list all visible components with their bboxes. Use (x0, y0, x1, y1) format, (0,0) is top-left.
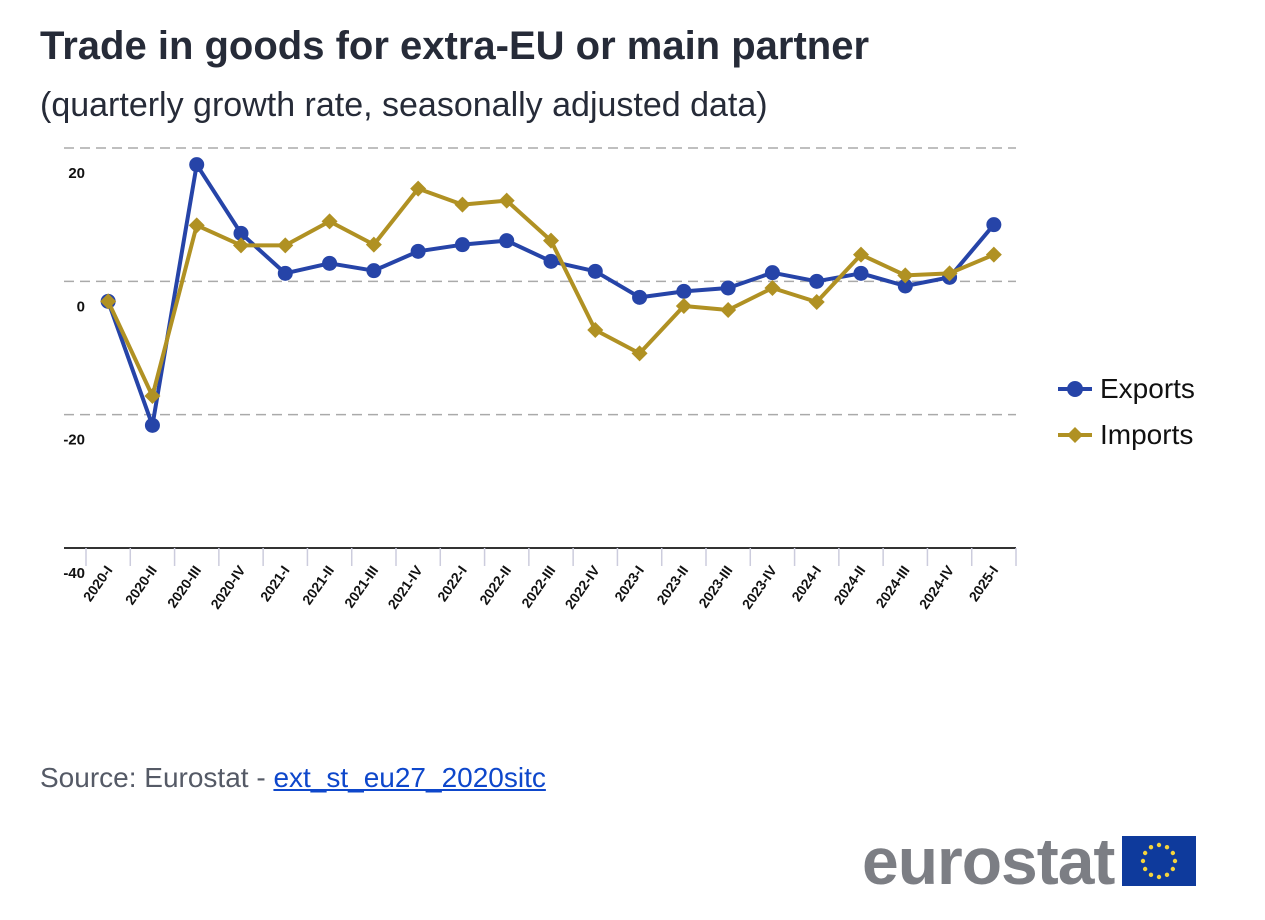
data-point-exports (587, 263, 603, 279)
data-point-imports (720, 302, 737, 318)
y-tick-label: 0 (77, 298, 85, 315)
data-point-imports (764, 280, 781, 296)
data-point-imports (985, 246, 1002, 263)
x-tick-label: 2022-IV (562, 562, 604, 612)
series-line-imports (106, 186, 995, 398)
x-tick-label: 2020-III (164, 563, 204, 611)
data-point-imports (808, 294, 825, 310)
x-tick-label: 2024-III (872, 563, 912, 611)
data-point-imports (410, 180, 427, 197)
chart-subtitle: (quarterly growth rate, seasonally adjus… (40, 86, 768, 124)
data-point-exports (543, 253, 559, 269)
star (1143, 850, 1148, 856)
data-point-exports (454, 237, 470, 253)
data-point-imports (454, 196, 471, 213)
data-point-exports (366, 263, 382, 279)
data-point-exports (809, 273, 825, 289)
legend-label-imports: Imports (1100, 419, 1194, 450)
star (1141, 858, 1146, 864)
x-tick-label: 2022-II (476, 563, 514, 608)
data-point-exports (277, 265, 293, 281)
legend: Exports Imports (1058, 366, 1195, 458)
star (1149, 844, 1154, 850)
x-tick-label: 2020-I (80, 563, 116, 605)
x-tick-label: 2024-IV (916, 562, 958, 612)
data-point-imports (675, 298, 692, 314)
star (1171, 866, 1176, 872)
data-point-imports (188, 217, 205, 234)
data-point-imports (321, 213, 338, 230)
eurostat-logo: eurostat (862, 824, 1197, 898)
data-point-imports (631, 345, 648, 362)
data-point-imports (277, 237, 294, 254)
star (1173, 858, 1178, 864)
x-tick-label: 2025-I (965, 563, 1001, 605)
star (1149, 872, 1154, 878)
data-point-exports (764, 265, 780, 281)
x-tick-label: 2021-I (257, 563, 293, 605)
data-point-exports (897, 278, 913, 294)
star (1157, 874, 1162, 880)
data-point-exports (189, 157, 205, 173)
source-note: Source: Eurostat - ext_st_eu27_2020sitc (40, 762, 546, 794)
star (1171, 850, 1176, 856)
star (1165, 872, 1170, 878)
x-tick-label: 2022-I (434, 563, 470, 605)
y-tick-label: 20 (68, 165, 85, 182)
x-tick-label: 2022-III (518, 563, 558, 611)
diamond-marker-icon (1058, 427, 1092, 443)
data-point-exports (322, 255, 338, 271)
source-prefix: Source: Eurostat - (40, 762, 274, 793)
y-tick-label: -20 (63, 432, 85, 449)
logo-text: eurostat (862, 824, 1115, 898)
eu-flag-icon (1122, 836, 1197, 886)
x-tick-label: 2023-III (695, 563, 735, 611)
x-tick-label: 2020-IV (207, 562, 249, 612)
x-tick-label: 2024-II (830, 563, 868, 608)
data-point-exports (499, 233, 515, 249)
star (1165, 844, 1170, 850)
data-point-exports (144, 417, 160, 433)
x-tick-label: 2021-IV (384, 562, 426, 612)
data-point-exports (676, 283, 692, 299)
legend-item-imports[interactable]: Imports (1058, 412, 1195, 458)
y-tick-label: -40 (63, 565, 85, 582)
data-point-exports (632, 289, 648, 305)
x-tick-label: 2020-II (122, 563, 160, 608)
data-point-exports (853, 265, 869, 281)
data-point-imports (897, 267, 914, 284)
x-tick-label: 2021-III (341, 563, 381, 611)
data-point-imports (941, 265, 958, 282)
data-point-imports (853, 246, 869, 263)
x-tick-label: 2024-I (788, 563, 824, 605)
x-tick-label: 2023-IV (739, 562, 781, 612)
star (1143, 866, 1148, 872)
data-point-exports (410, 243, 426, 259)
data-point-imports (100, 293, 117, 310)
data-point-exports (233, 225, 249, 241)
chart-title: Trade in goods for extra-EU or main part… (40, 24, 870, 68)
series-line-exports (106, 162, 996, 428)
x-tick-label: 2023-II (653, 563, 691, 608)
star (1157, 842, 1162, 848)
data-point-imports (543, 232, 559, 249)
x-tick-label: 2021-II (299, 563, 337, 608)
data-point-imports (587, 322, 604, 338)
data-point-exports (986, 217, 1002, 233)
data-point-imports (233, 237, 249, 254)
data-point-imports (498, 192, 515, 209)
circle-marker-icon (1058, 381, 1092, 397)
data-point-imports (144, 388, 161, 404)
x-tick-label: 2023-I (611, 563, 647, 605)
data-point-imports (365, 236, 382, 253)
data-point-exports (720, 280, 736, 296)
legend-item-exports[interactable]: Exports (1058, 366, 1195, 412)
legend-label-exports: Exports (1100, 373, 1195, 404)
source-link[interactable]: ext_st_eu27_2020sitc (273, 762, 546, 793)
